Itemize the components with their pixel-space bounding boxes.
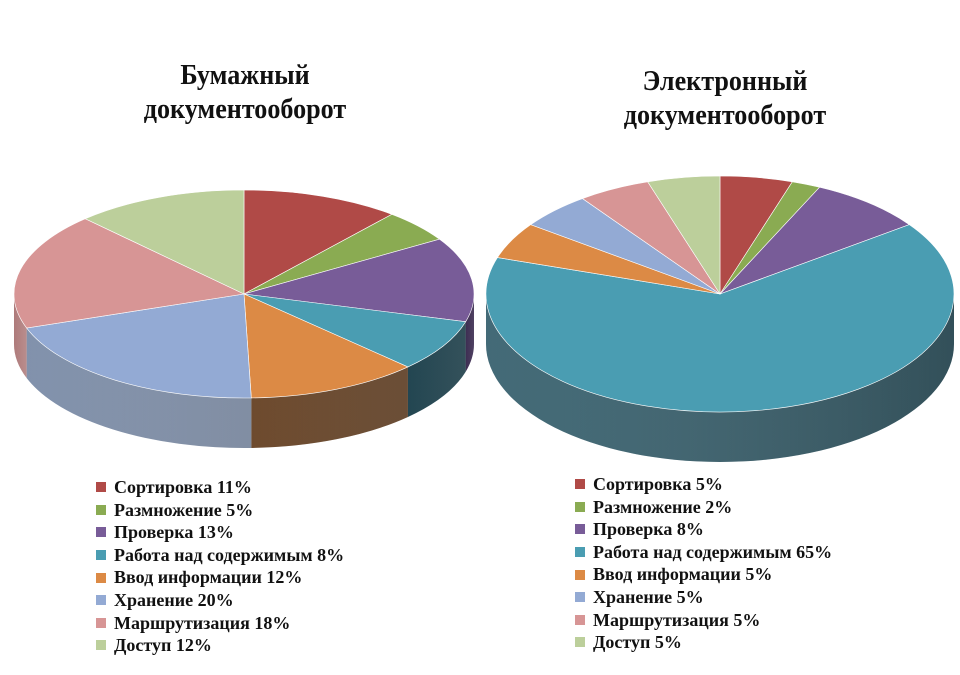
paper-slice-6: [13, 218, 246, 329]
legend-label: Сортировка 11%: [114, 477, 252, 497]
paper-slice-7: [84, 189, 245, 295]
paper-legend: Сортировка 11% Размножение 5% Проверка 13%…: [96, 476, 344, 657]
legend-swatch-icon: [96, 640, 106, 651]
paper-legend-item: Хранение 20%: [96, 589, 344, 612]
legend-label: Хранение 20%: [114, 589, 234, 610]
paper-legend-item: Доступ 12%: [96, 634, 344, 657]
paper-title-line-1: Бумажный: [180, 59, 310, 91]
paper-slice-3: [243, 293, 467, 368]
paper-side-shading: [14, 294, 474, 448]
electronic-legend: Сортировка 5% Размножение 2% Проверка 8% Ра…: [575, 473, 832, 654]
paper-slice-4: [243, 293, 409, 399]
paper-slice-0: [243, 189, 393, 295]
legend-label: Маршрутизация 18%: [114, 612, 291, 633]
paper-legend-item: Ввод информации 12%: [96, 566, 344, 589]
legend-label: Работа над содержимым 65%: [593, 541, 833, 562]
electronic-legend-item: Хранение 5%: [575, 586, 832, 609]
legend-swatch-icon: [96, 617, 106, 628]
electronic-title-line-1: Электронный: [642, 65, 808, 97]
legend-label: Доступ 12%: [114, 635, 212, 656]
electronic-chart-title: Электронный документооборот: [577, 64, 874, 132]
legend-swatch-icon: [96, 550, 106, 561]
legend-label: Доступ 5%: [593, 632, 682, 653]
paper-legend-item: Проверка 13%: [96, 521, 344, 544]
legend-swatch-icon: [96, 595, 106, 606]
paper-legend-item: Сортировка 11%: [96, 476, 344, 499]
paper-pie-chart: [13, 189, 475, 448]
legend-label: Маршрутизация 5%: [593, 609, 761, 630]
paper-legend-item: Маршрутизация 18%: [96, 612, 344, 635]
legend-label: Проверка 13%: [114, 522, 234, 543]
legend-label: Размножение 5%: [114, 499, 254, 520]
legend-swatch-icon: [575, 569, 585, 580]
electronic-slice-7: [647, 175, 721, 296]
legend-swatch-icon: [96, 482, 106, 493]
legend-swatch-icon: [575, 547, 585, 558]
legend-swatch-icon: [96, 504, 106, 515]
legend-label: Ввод информации 12%: [114, 567, 303, 588]
electronic-side-shading: [486, 294, 954, 462]
legend-swatch-icon: [96, 527, 106, 538]
paper-title-line-2: документооборот: [143, 93, 347, 125]
electronic-legend-item: Ввод информации 5%: [575, 563, 832, 586]
electronic-legend-item: Маршрутизация 5%: [575, 609, 832, 632]
legend-swatch-icon: [575, 637, 585, 648]
paper-slice-5: [26, 293, 252, 399]
legend-label: Сортировка 5%: [593, 474, 723, 494]
legend-label: Размножение 2%: [593, 496, 733, 517]
electronic-title-line-2: документооборот: [623, 99, 827, 131]
electronic-slice-3: [485, 224, 955, 413]
electronic-pie-chart: [485, 175, 955, 462]
electronic-legend-item: Размножение 2%: [575, 496, 832, 519]
legend-label: Работа над содержимым 8%: [114, 544, 345, 565]
legend-swatch-icon: [96, 572, 106, 583]
legend-swatch-icon: [575, 524, 585, 535]
legend-swatch-icon: [575, 592, 585, 603]
paper-legend-item: Размножение 5%: [96, 499, 344, 522]
electronic-slice-2: [719, 186, 910, 295]
legend-label: Проверка 8%: [593, 519, 704, 540]
electronic-legend-item: Доступ 5%: [575, 631, 832, 654]
electronic-legend-item: Проверка 8%: [575, 518, 832, 541]
electronic-legend-item: Работа над содержимым 65%: [575, 541, 832, 564]
paper-legend-item: Работа над содержимым 8%: [96, 544, 344, 567]
legend-label: Ввод информации 5%: [593, 564, 773, 585]
legend-swatch-icon: [575, 614, 585, 625]
legend-label: Хранение 5%: [593, 586, 704, 607]
legend-swatch-icon: [575, 479, 585, 490]
paper-chart-title: Бумажный документооборот: [88, 58, 403, 126]
legend-swatch-icon: [575, 501, 585, 512]
electronic-legend-item: Сортировка 5%: [575, 473, 832, 496]
